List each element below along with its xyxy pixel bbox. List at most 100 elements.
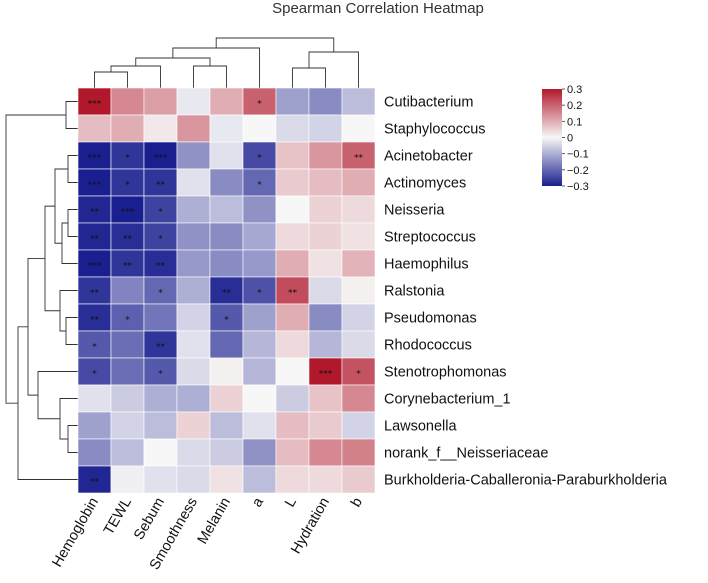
heatmap-cell <box>143 222 178 251</box>
heatmap-cell <box>110 330 145 359</box>
heatmap-cell <box>176 195 211 224</box>
heatmap-cell <box>110 222 145 251</box>
heatmap-cell <box>209 168 244 197</box>
legend-tick-label: 0.1 <box>567 116 582 128</box>
significance-mark: *** <box>154 154 168 164</box>
significance-mark: ** <box>123 235 133 245</box>
heatmap-cell <box>209 195 244 224</box>
significance-mark: * <box>125 154 130 164</box>
heatmap-cell <box>143 303 178 332</box>
heatmap-cell <box>176 222 211 251</box>
heatmap-cell <box>77 141 112 170</box>
heatmap-cell <box>143 330 178 359</box>
heatmap-cell <box>176 438 211 467</box>
heatmap-cell <box>176 141 211 170</box>
heatmap-cell <box>209 276 244 305</box>
significance-mark: * <box>257 289 262 299</box>
heatmap-cell <box>242 411 277 440</box>
heatmap-cell <box>341 384 376 413</box>
heatmap-cell <box>176 411 211 440</box>
row-label: Staphylococcus <box>384 122 486 138</box>
legend-tick-label: −0.3 <box>567 181 589 193</box>
column-dendrogram-branch <box>292 67 326 88</box>
heatmap-cell <box>110 438 145 467</box>
heatmap-cell <box>308 303 343 332</box>
heatmap-cell <box>341 303 376 332</box>
row-dendrogram-branch <box>61 222 78 264</box>
heatmap-cell <box>176 330 211 359</box>
heatmap-cell <box>143 114 178 143</box>
row-label: Streptococcus <box>384 230 476 246</box>
row-dendrogram-branch <box>5 114 66 404</box>
significance-mark: ** <box>156 262 166 272</box>
row-label: Rhodococcus <box>384 338 472 354</box>
significance-mark: ** <box>156 181 166 191</box>
heatmap-cell <box>209 357 244 386</box>
row-label: Acinetobacter <box>384 149 473 165</box>
significance-mark: ** <box>90 478 100 488</box>
significance-mark: * <box>158 289 163 299</box>
heatmap-cell <box>176 87 211 116</box>
heatmap-cell <box>77 276 112 305</box>
heatmap-cell <box>209 465 244 494</box>
heatmap-cell <box>242 195 277 224</box>
heatmap-cell <box>176 303 211 332</box>
heatmap-cell <box>242 114 277 143</box>
significance-mark: * <box>257 100 262 110</box>
legend-tick-label: −0.2 <box>567 165 589 177</box>
significance-mark: * <box>257 154 262 164</box>
column-label: b <box>348 495 366 510</box>
column-dendrogram-branch <box>215 37 335 52</box>
heatmap-cell <box>143 87 178 116</box>
heatmap-cell <box>275 168 310 197</box>
row-label: Pseudomonas <box>384 311 477 327</box>
heatmap-cell <box>209 87 244 116</box>
heatmap-cell <box>242 465 277 494</box>
heatmap-cell <box>242 276 277 305</box>
heatmap-cell <box>275 330 310 359</box>
row-labels: Cutibacterium Staphylococcus Acinetobacter… <box>384 95 668 489</box>
heatmap-cell <box>176 384 211 413</box>
column-dendrogram-branch <box>172 47 260 88</box>
heatmap-cell <box>341 330 376 359</box>
heatmap-cell <box>77 303 112 332</box>
heatmap-cell <box>209 141 244 170</box>
row-dendrogram-branch <box>65 101 78 129</box>
heatmap-cell <box>143 438 178 467</box>
heatmap-cell <box>308 357 343 386</box>
heatmap-cell <box>143 195 178 224</box>
row-dendrogram-branch <box>67 425 78 453</box>
heatmap-cell <box>341 222 376 251</box>
row-label: Lawsonella <box>384 419 457 435</box>
heatmap-cell <box>110 168 145 197</box>
heatmap-cell <box>275 438 310 467</box>
heatmap-cell <box>176 465 211 494</box>
heatmap-cell <box>308 330 343 359</box>
legend-color-bar <box>542 89 562 186</box>
column-label: a <box>249 494 267 510</box>
significance-mark: ** <box>354 154 364 164</box>
row-dendrogram-branch <box>59 290 78 332</box>
heatmap-cell <box>176 357 211 386</box>
significance-mark: ** <box>222 289 232 299</box>
heatmap-cell <box>242 303 277 332</box>
heatmap-cell <box>143 276 178 305</box>
row-dendrogram-branch <box>17 326 78 480</box>
heatmap-cell <box>341 249 376 278</box>
heatmap-cell <box>308 276 343 305</box>
significance-mark: ** <box>90 316 100 326</box>
heatmap-cell <box>275 357 310 386</box>
heatmap-cell <box>242 438 277 467</box>
heatmap-cell <box>275 87 310 116</box>
chart-title: Spearman Correlation Heatmap <box>272 0 484 17</box>
column-dendrogram-branch <box>308 51 359 88</box>
significance-mark: * <box>158 208 163 218</box>
significance-mark: *** <box>319 370 333 380</box>
heatmap-cell <box>275 411 310 440</box>
column-dendrogram-branch <box>94 71 128 88</box>
heatmap-cell <box>242 249 277 278</box>
column-dendrogram-branch <box>135 57 211 66</box>
row-dendrogram-branch <box>44 205 60 312</box>
heatmap-cell <box>110 357 145 386</box>
